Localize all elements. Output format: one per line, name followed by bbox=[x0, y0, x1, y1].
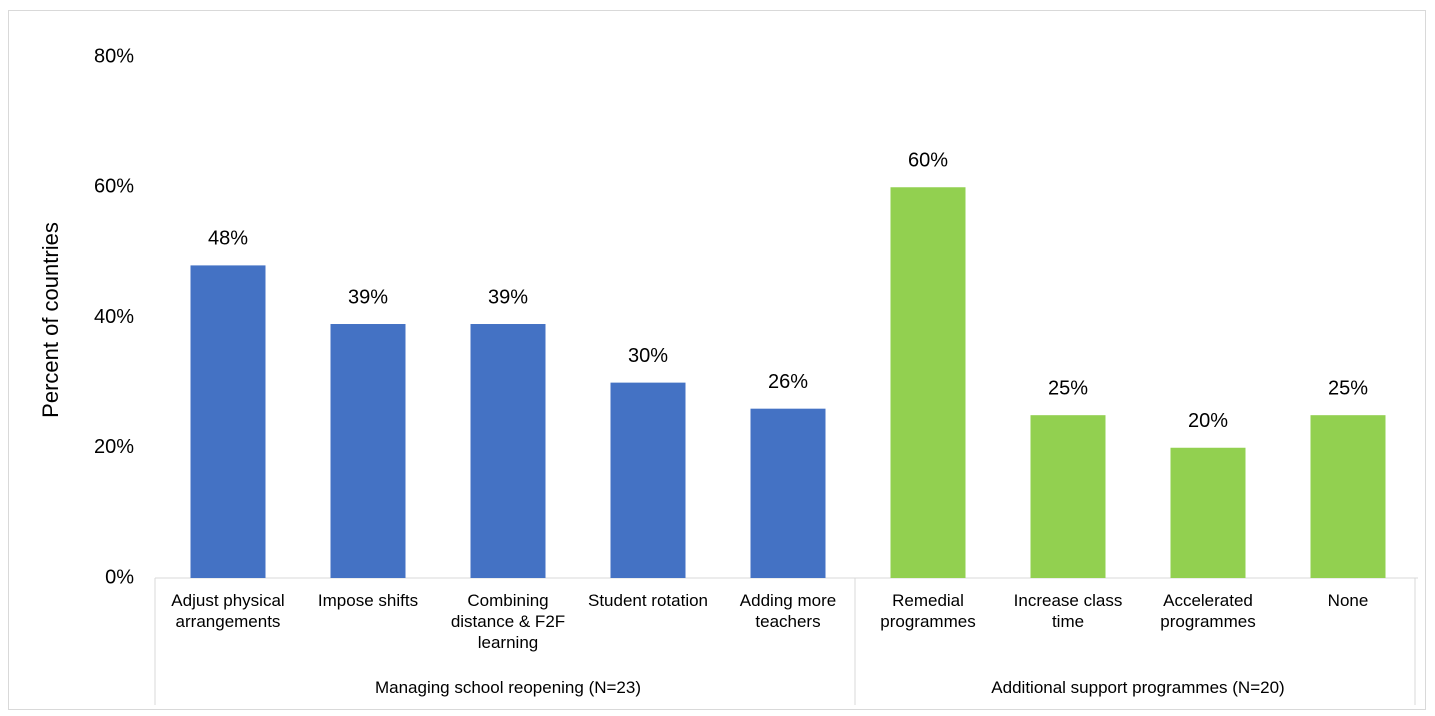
x-tick-label: Accelerated programmes bbox=[1160, 591, 1256, 631]
value-label: 25% bbox=[1048, 377, 1088, 399]
value-label: 25% bbox=[1328, 377, 1368, 399]
bar bbox=[1030, 415, 1106, 578]
value-label: 39% bbox=[488, 286, 528, 308]
y-tick-label: 60% bbox=[94, 176, 134, 198]
x-tick-label: Remedial programmes bbox=[880, 591, 976, 631]
y-tick-label: 80% bbox=[94, 45, 134, 67]
value-label: 20% bbox=[1188, 410, 1228, 432]
bar bbox=[1310, 415, 1386, 578]
bar bbox=[1170, 447, 1246, 578]
x-tick-label: Adding more teachers bbox=[739, 591, 837, 631]
x-tick-label: Adjust physical arrangements bbox=[171, 591, 285, 631]
group-label: Managing school reopening (N=23) bbox=[374, 678, 642, 697]
value-label: 60% bbox=[908, 150, 948, 172]
value-label: 48% bbox=[208, 228, 248, 250]
x-tick-label: Impose shifts bbox=[317, 591, 419, 610]
value-label: 39% bbox=[348, 286, 388, 308]
bar bbox=[750, 408, 826, 578]
y-axis-title: Percent of countries bbox=[38, 222, 63, 418]
bar bbox=[330, 324, 406, 578]
bar bbox=[890, 187, 966, 578]
group-label: Additional support programmes (N=20) bbox=[991, 678, 1285, 697]
chart-frame bbox=[8, 10, 1426, 710]
x-tick-label: Increase class time bbox=[1013, 591, 1123, 631]
bar bbox=[190, 265, 266, 578]
y-tick-label: 0% bbox=[105, 566, 134, 588]
value-label: 26% bbox=[768, 371, 808, 393]
value-label: 30% bbox=[628, 345, 668, 367]
x-tick-label: None bbox=[1327, 591, 1369, 610]
x-tick-label: Student rotation bbox=[587, 591, 709, 610]
y-tick-label: 20% bbox=[94, 436, 134, 458]
bar bbox=[470, 324, 546, 578]
bar bbox=[610, 382, 686, 578]
y-tick-label: 40% bbox=[94, 306, 134, 328]
x-tick-label: Combining distance & F2F learning bbox=[450, 591, 566, 652]
